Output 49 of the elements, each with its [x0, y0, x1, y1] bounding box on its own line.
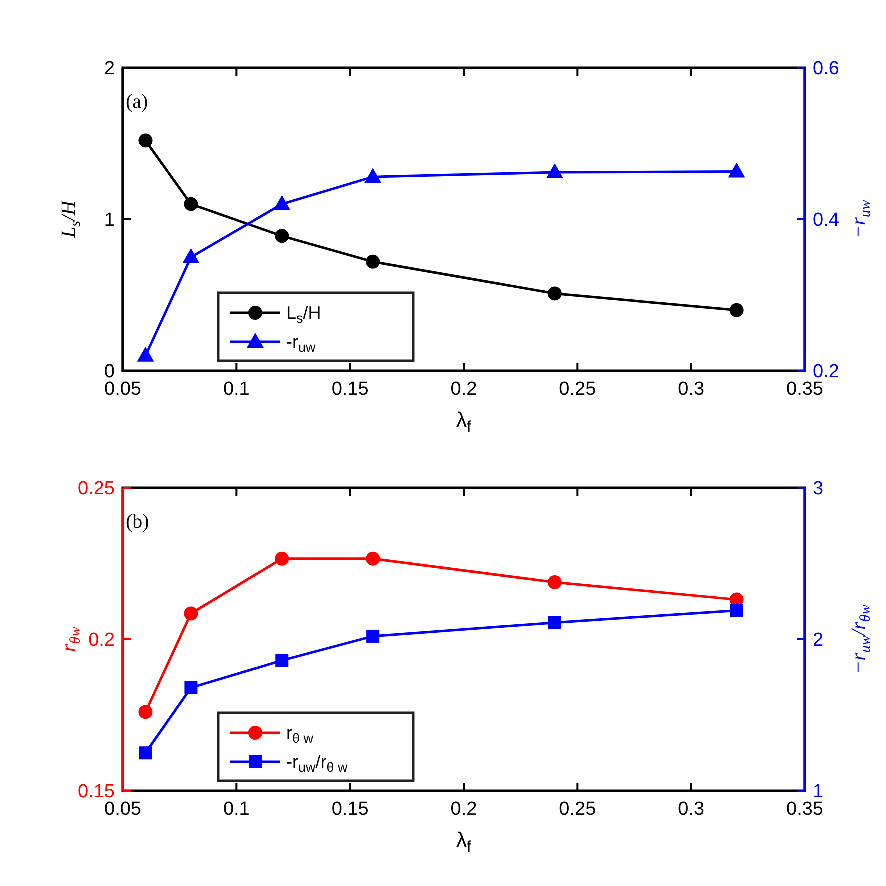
point [548, 616, 562, 630]
point [730, 604, 744, 618]
point [366, 552, 380, 566]
point [728, 162, 746, 178]
x-tick-label: 0.3 [678, 379, 705, 400]
y-tick-label: 0.2 [88, 630, 115, 652]
y2-tick-label: 0.4 [813, 210, 840, 232]
legend-label: -r$_{uw}$ [286, 332, 316, 356]
point [275, 552, 290, 566]
point [184, 606, 198, 621]
point [184, 681, 198, 694]
point [548, 286, 562, 301]
x-tick-label: 0.15 [332, 379, 369, 400]
point [275, 229, 290, 244]
point [182, 248, 200, 264]
x-axis-title: λ$_{f}$ [456, 409, 472, 436]
point [138, 705, 153, 720]
x-tick-label: 0.25 [559, 799, 596, 820]
point [274, 195, 291, 210]
point [546, 164, 564, 179]
point [366, 254, 380, 269]
x-tick-label: 0.1 [223, 799, 250, 820]
point [139, 746, 152, 760]
point [364, 168, 382, 184]
x-tick-label: 0.2 [450, 799, 478, 820]
legend-label: L$_{s}$/H [286, 303, 322, 326]
y-tick-label: 2 [104, 58, 115, 80]
x-tick-label: 0.15 [332, 799, 369, 820]
point [138, 134, 153, 148]
x-tick-label: 0.1 [223, 379, 250, 400]
y2-tick-label: 3 [813, 478, 824, 500]
legend-label: -r$_{uw}$/r$_{θ w}$ [286, 752, 348, 776]
point [548, 576, 562, 590]
point [276, 654, 289, 668]
point [730, 303, 744, 318]
x-tick-label: 0.25 [559, 379, 596, 400]
y-tick-label: 1 [104, 210, 115, 232]
y2-tick-label: 2 [813, 630, 824, 652]
legend-label: r$_{θ w}$ [286, 723, 314, 746]
x-axis-title: λ$_{f}$ [456, 829, 472, 856]
y2-tick-label: 0.6 [813, 58, 840, 80]
point [366, 630, 380, 643]
annotation: (a) [126, 91, 148, 113]
x-tick-label: 0.2 [450, 379, 478, 400]
point [184, 197, 198, 212]
point [137, 346, 154, 362]
x-tick-label: 0.3 [678, 799, 705, 820]
annotation: (b) [126, 511, 150, 533]
y-tick-label: 0.25 [78, 478, 115, 500]
